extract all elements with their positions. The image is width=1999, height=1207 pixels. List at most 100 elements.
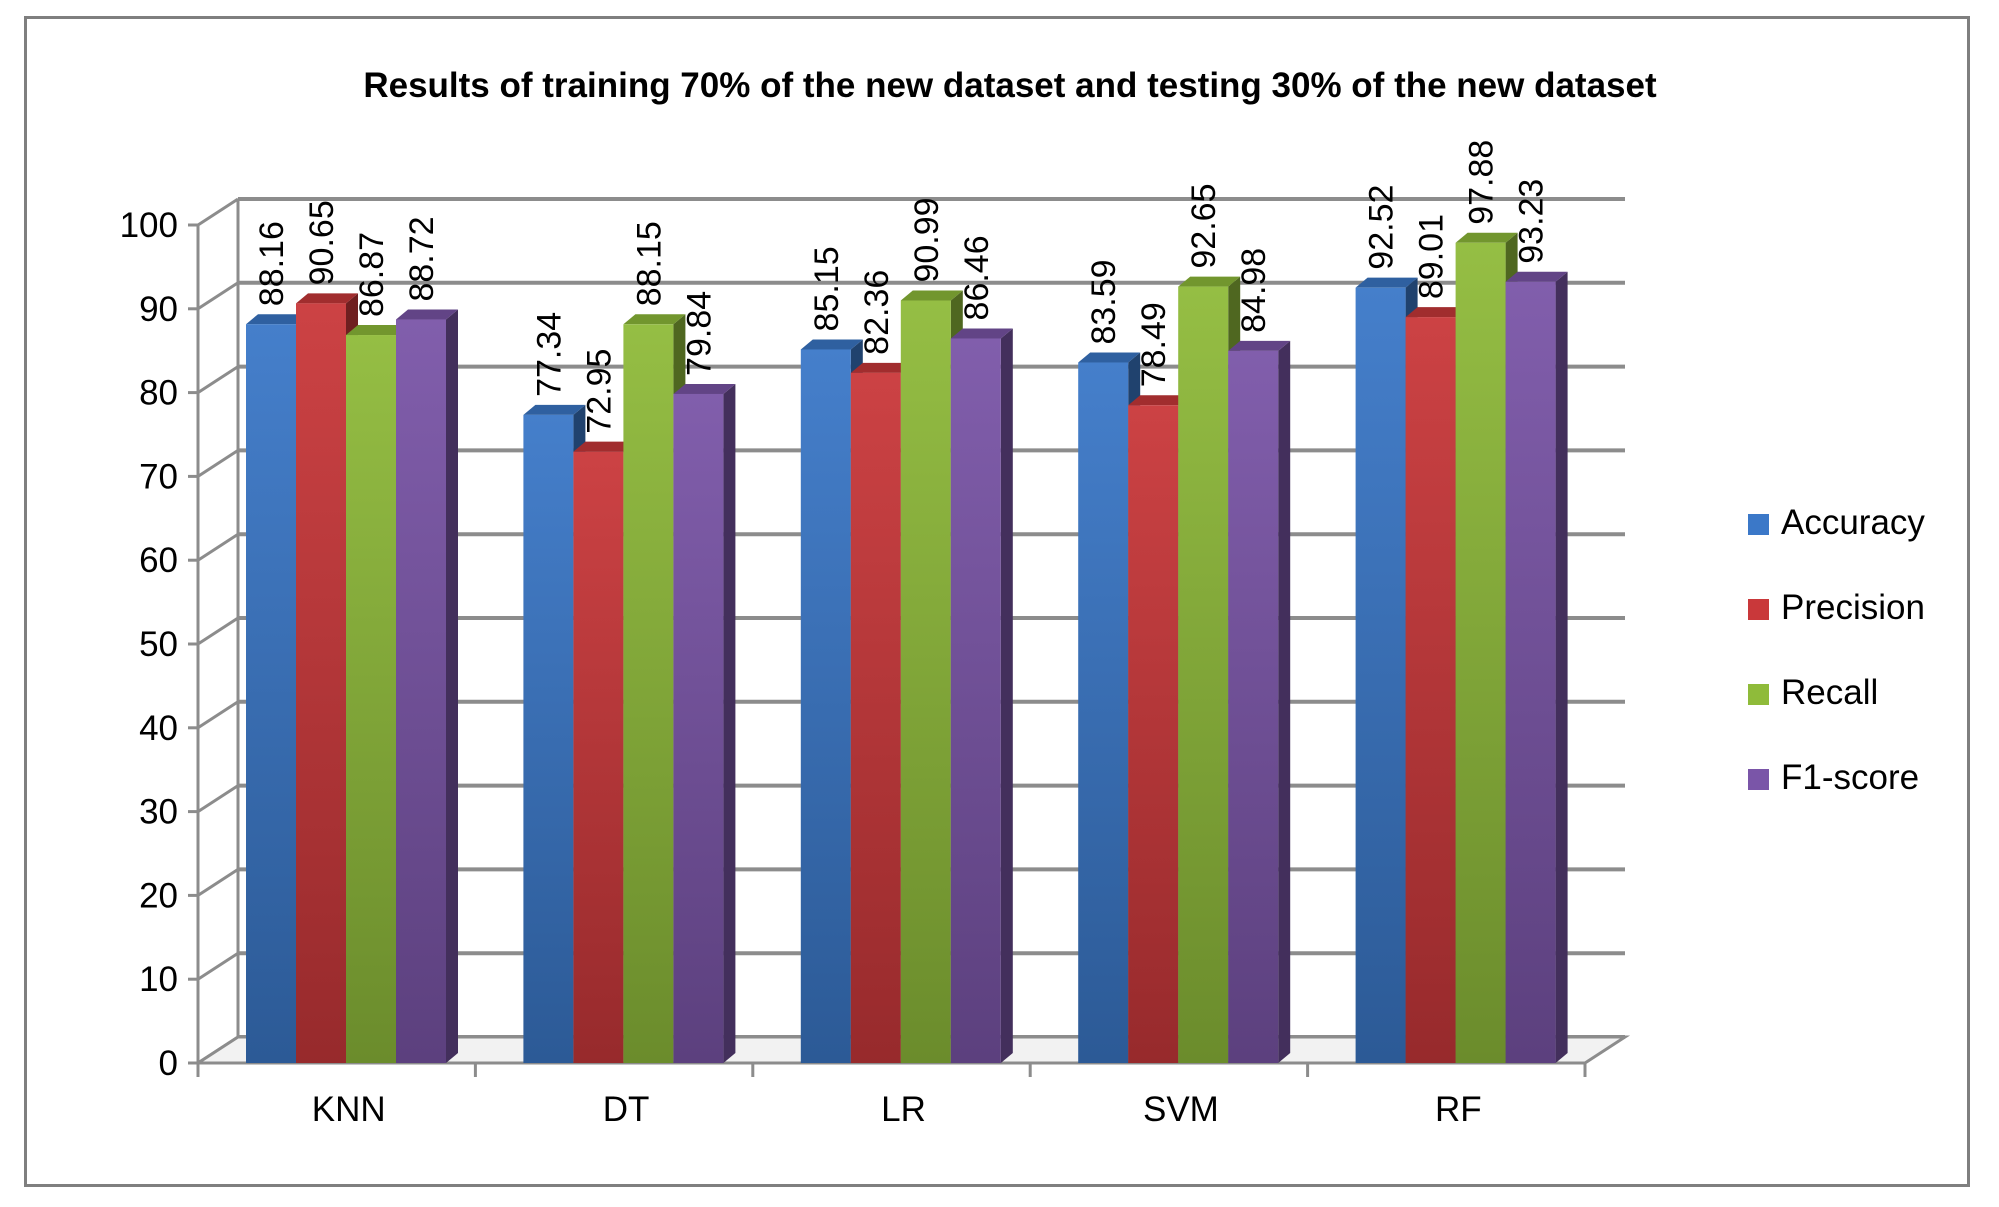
data-label: 88.15	[630, 221, 668, 306]
x-tick-label: KNN	[312, 1090, 386, 1129]
bar-top	[1128, 395, 1191, 406]
data-label: 77.34	[530, 312, 568, 397]
bar-top	[396, 309, 458, 320]
legend-item: Accuracy	[1748, 503, 1925, 542]
bar-top	[346, 325, 408, 336]
bar-front	[573, 451, 624, 1064]
data-label: 90.65	[303, 200, 341, 285]
data-label: 92.52	[1363, 185, 1401, 270]
legend-item: Recall	[1748, 673, 1878, 712]
bar-front	[396, 319, 446, 1064]
bar-top	[1078, 352, 1141, 363]
bar-top	[1355, 277, 1418, 288]
data-label: 86.46	[958, 235, 996, 320]
bar-top	[673, 383, 736, 394]
bar	[950, 328, 1013, 1063]
data-label: 85.15	[808, 246, 846, 331]
bar-front	[1078, 362, 1129, 1063]
data-label: 86.87	[353, 232, 391, 317]
bar-top	[900, 290, 963, 301]
data-label: 78.49	[1135, 302, 1173, 387]
legend-swatch	[1748, 769, 1769, 790]
gridline-side	[197, 449, 239, 478]
data-label: 79.84	[680, 291, 718, 376]
bar-top	[1455, 232, 1518, 243]
y-tick-label: 20	[139, 876, 178, 915]
bar-front	[523, 414, 574, 1063]
bar-top	[850, 362, 913, 373]
bar-front	[1178, 286, 1229, 1063]
x-tick-label: SVM	[1143, 1090, 1219, 1129]
bar-top	[523, 404, 586, 415]
gridline-side	[197, 868, 239, 897]
legend-item: F1-score	[1748, 758, 1919, 797]
bar-front	[296, 303, 346, 1063]
legend-swatch	[1748, 599, 1769, 620]
data-label: 88.72	[403, 216, 441, 301]
data-label: 84.98	[1235, 248, 1273, 333]
bar-top	[800, 339, 863, 350]
gridline-side	[197, 365, 239, 394]
y-tick-label: 90	[139, 290, 178, 329]
y-axis: 0 10 20 30 40 50 60 70 80 90 100	[120, 206, 200, 1083]
bar-front	[900, 300, 951, 1064]
data-label: 97.88	[1463, 140, 1501, 225]
bar-front	[346, 335, 396, 1063]
bar-top	[296, 293, 358, 304]
bar-top	[1178, 276, 1241, 287]
bar-side	[1278, 340, 1291, 1063]
chart-title: Results of training 70% of the new datas…	[363, 66, 1657, 105]
y-tick-label: 70	[139, 457, 178, 496]
gridline-side	[197, 700, 239, 730]
bar-front	[850, 372, 901, 1063]
x-tick-label: DT	[603, 1090, 650, 1129]
data-label: 83.59	[1085, 259, 1123, 344]
data-label: 93.23	[1513, 179, 1551, 264]
bar-front	[1228, 350, 1279, 1063]
x-tick-label: LR	[881, 1090, 926, 1129]
bar	[1228, 340, 1291, 1063]
bar-front	[623, 324, 674, 1064]
bar-front	[1455, 242, 1506, 1063]
bar-top	[1228, 340, 1291, 351]
legend: Accuracy Precision Recall F1-score	[1748, 503, 1925, 797]
legend-swatch	[1748, 684, 1769, 705]
x-axis: KNN DT LR SVM RF	[196, 1061, 1587, 1129]
legend-label: F1-score	[1781, 758, 1919, 797]
data-label: 72.95	[580, 349, 618, 434]
y-tick-label: 50	[139, 625, 178, 664]
gridline-side	[197, 784, 239, 813]
legend-label: Accuracy	[1781, 503, 1925, 542]
legend-item: Precision	[1748, 588, 1925, 627]
y-tick-label: 100	[120, 206, 178, 245]
gridline-side	[197, 951, 239, 981]
y-tick-label: 10	[139, 960, 178, 999]
bar-side	[723, 383, 736, 1063]
bar-side	[446, 309, 458, 1064]
data-label: 88.16	[253, 221, 291, 306]
bar-top	[950, 328, 1013, 339]
bars	[246, 232, 1568, 1064]
y-tick-label: 40	[139, 709, 178, 748]
x-tick-label: RF	[1435, 1090, 1482, 1129]
data-label: 90.99	[908, 197, 946, 282]
bar-front	[246, 324, 296, 1063]
bar-front	[1405, 317, 1456, 1063]
bar-front	[673, 393, 724, 1063]
y-tick-label: 60	[139, 541, 178, 580]
bar	[396, 309, 458, 1064]
bar-top	[623, 314, 686, 325]
bar-front	[1128, 405, 1179, 1064]
y-tick-label: 0	[159, 1044, 178, 1083]
bar-front	[950, 338, 1001, 1063]
y-tick-label: 80	[139, 374, 178, 413]
data-label: 89.01	[1413, 214, 1451, 299]
bar-front	[1505, 281, 1556, 1063]
legend-label: Recall	[1781, 673, 1878, 712]
bar-front	[800, 349, 851, 1063]
bar-top	[573, 441, 636, 452]
gridline-side	[197, 532, 239, 562]
bar-side	[1555, 271, 1568, 1063]
bar-top	[1405, 307, 1468, 318]
